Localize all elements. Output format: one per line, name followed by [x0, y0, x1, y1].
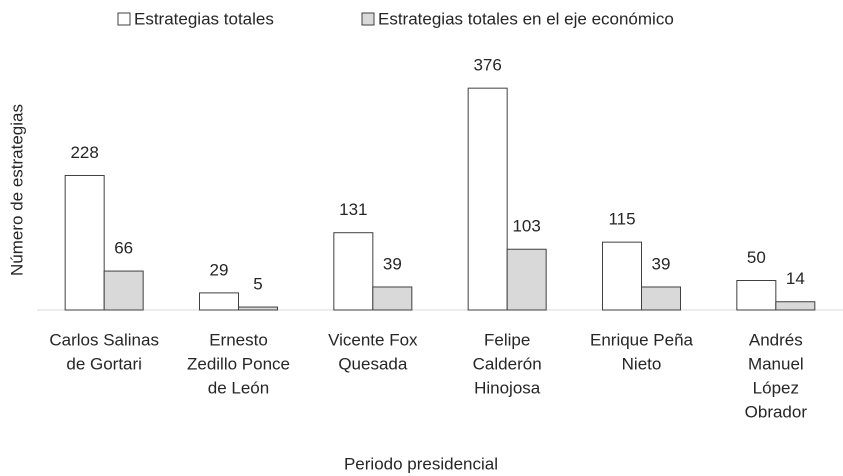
- legend-label: Estrategias totales: [134, 9, 274, 28]
- data-label: 376: [473, 56, 501, 75]
- bar: [736, 280, 777, 311]
- x-tick-label: Carlos Salinas: [49, 330, 159, 349]
- data-label: 5: [253, 275, 262, 294]
- bar: [103, 270, 144, 311]
- x-axis-title: Periodo presidencial: [344, 454, 498, 473]
- x-tick-label: de Gortari: [66, 354, 142, 373]
- bar: [372, 286, 413, 311]
- x-tick-label: Vicente Fox: [328, 330, 418, 349]
- x-tick-label: Ernesto: [209, 330, 268, 349]
- x-tick-label: Obrador: [745, 402, 808, 421]
- x-tick-label: Quesada: [338, 354, 408, 373]
- x-tick-label: Felipe: [484, 330, 530, 349]
- bar: [641, 286, 681, 311]
- legend-swatch: [361, 12, 375, 26]
- bar: [199, 292, 239, 311]
- data-label: 39: [383, 254, 402, 273]
- bar: [333, 232, 374, 311]
- x-tick-label: Andrés: [749, 330, 803, 349]
- data-label: 50: [747, 248, 766, 267]
- data-label: 29: [210, 260, 229, 279]
- x-tick-label: Enrique Peña: [590, 330, 694, 349]
- data-label: 131: [339, 200, 367, 219]
- data-label: 14: [786, 269, 805, 288]
- bar: [64, 174, 105, 311]
- x-tick-label: Hinojosa: [474, 378, 541, 397]
- bar: [602, 241, 642, 311]
- bar: [775, 301, 816, 311]
- legend-label: Estrategias totales en el eje económico: [378, 9, 674, 28]
- data-label: 115: [608, 210, 635, 229]
- x-tick-label: López: [753, 378, 799, 397]
- legend-swatch: [117, 12, 131, 26]
- bar: [238, 306, 278, 311]
- data-label: 39: [652, 254, 671, 273]
- x-tick-label: Manuel: [748, 354, 804, 373]
- x-tick-label: Zedillo Ponce: [187, 354, 290, 373]
- x-tick-label: Nieto: [622, 354, 662, 373]
- x-tick-label: Calderón: [473, 354, 542, 373]
- data-label: 103: [512, 217, 540, 236]
- data-label: 66: [114, 239, 133, 258]
- data-label: 228: [70, 143, 98, 162]
- x-tick-label: de León: [208, 378, 269, 397]
- y-axis-title: Número de estrategias: [7, 104, 26, 276]
- bar: [467, 87, 508, 311]
- bar: [506, 248, 547, 311]
